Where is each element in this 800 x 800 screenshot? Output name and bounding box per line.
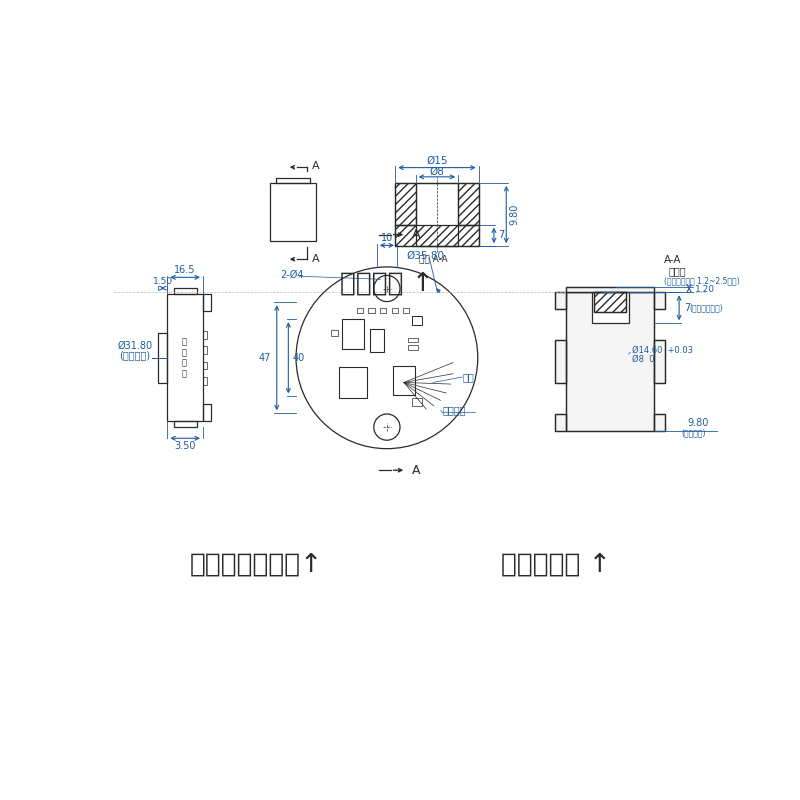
Bar [391, 308, 398, 313]
Text: 9.80: 9.80 [510, 204, 519, 226]
Bar [594, 292, 626, 312]
Bar [203, 294, 210, 311]
Text: (磁钢高度): (磁钢高度) [682, 429, 706, 438]
Bar [654, 340, 666, 383]
Bar [555, 414, 566, 431]
Text: (磁钢内孔深度): (磁钢内孔深度) [689, 303, 723, 312]
Bar [555, 340, 566, 383]
Bar [339, 367, 367, 398]
Bar [403, 308, 410, 313]
Text: Ø14.60  +0.03: Ø14.60 +0.03 [632, 346, 693, 354]
Bar [416, 183, 458, 246]
Text: 1.20: 1.20 [694, 285, 714, 294]
Bar [409, 338, 418, 342]
Text: 10: 10 [381, 234, 393, 243]
Text: 剖面 A-A: 剖面 A-A [418, 254, 447, 263]
Bar [395, 183, 416, 225]
Text: 磁间隙说明 ↑: 磁间隙说明 ↑ [502, 551, 611, 577]
Bar [203, 404, 210, 422]
Bar [566, 292, 654, 431]
Bar [369, 308, 374, 313]
Bar [654, 292, 666, 310]
Text: 2-Ø4: 2-Ø4 [281, 270, 304, 280]
Bar [555, 292, 566, 310]
Text: A: A [411, 464, 420, 477]
Bar [411, 316, 422, 326]
Text: 磁锂尺寸 ↑: 磁锂尺寸 ↑ [340, 270, 434, 296]
Text: A-A: A-A [664, 255, 682, 265]
Text: A: A [312, 161, 320, 170]
Text: 使
用
说
明: 使 用 说 明 [181, 338, 186, 378]
Bar [380, 308, 386, 313]
Bar [203, 362, 207, 370]
Bar [357, 308, 363, 313]
Text: (磁间隙保持在 1.2~2.5之间): (磁间隙保持在 1.2~2.5之间) [664, 276, 739, 286]
Text: Ø35.80: Ø35.80 [406, 250, 445, 260]
Bar [393, 366, 414, 394]
Bar [203, 331, 207, 338]
Bar [566, 287, 654, 292]
Text: 9.80: 9.80 [687, 418, 709, 428]
Bar [458, 183, 478, 225]
Bar [409, 346, 418, 350]
Text: 剖开图: 剖开图 [668, 266, 686, 276]
Bar [592, 292, 629, 323]
Bar [342, 319, 364, 349]
Text: 3.50: 3.50 [174, 441, 196, 451]
Text: 磁锂: 磁锂 [462, 372, 474, 382]
Bar [592, 292, 629, 323]
Bar [555, 414, 566, 431]
Bar [566, 287, 654, 292]
Text: A: A [312, 254, 320, 264]
Bar [566, 292, 654, 431]
Bar [555, 340, 566, 383]
Bar [654, 292, 666, 310]
Bar [174, 422, 197, 427]
Text: 7: 7 [684, 302, 690, 313]
Text: 1.50: 1.50 [153, 277, 173, 286]
Bar [654, 340, 666, 383]
Bar [395, 225, 478, 246]
Bar [270, 183, 316, 241]
Bar [370, 329, 384, 352]
Bar [203, 346, 207, 354]
Text: A: A [411, 228, 420, 241]
Text: Ø8  0: Ø8 0 [632, 355, 654, 364]
Bar [395, 183, 478, 246]
Text: Ø8: Ø8 [430, 166, 444, 177]
Bar [203, 377, 207, 385]
Bar [167, 294, 203, 422]
Text: Ø31.80: Ø31.80 [118, 342, 153, 351]
Bar [331, 330, 338, 336]
Text: 16.5: 16.5 [174, 266, 196, 275]
Bar [411, 398, 422, 406]
Bar [555, 292, 566, 310]
Text: 出线方向: 出线方向 [442, 405, 466, 415]
Text: 40: 40 [293, 353, 306, 363]
Bar [276, 178, 310, 183]
Bar [174, 288, 197, 294]
Text: 47: 47 [259, 353, 271, 363]
Text: Ø15: Ø15 [426, 156, 448, 166]
Bar [158, 333, 167, 383]
Text: 编码器本体尺寸↑: 编码器本体尺寸↑ [190, 551, 322, 577]
Bar [654, 414, 666, 431]
Text: 7: 7 [498, 230, 505, 240]
Text: (定位止口): (定位止口) [119, 350, 150, 361]
Bar [654, 414, 666, 431]
Bar [594, 292, 626, 312]
